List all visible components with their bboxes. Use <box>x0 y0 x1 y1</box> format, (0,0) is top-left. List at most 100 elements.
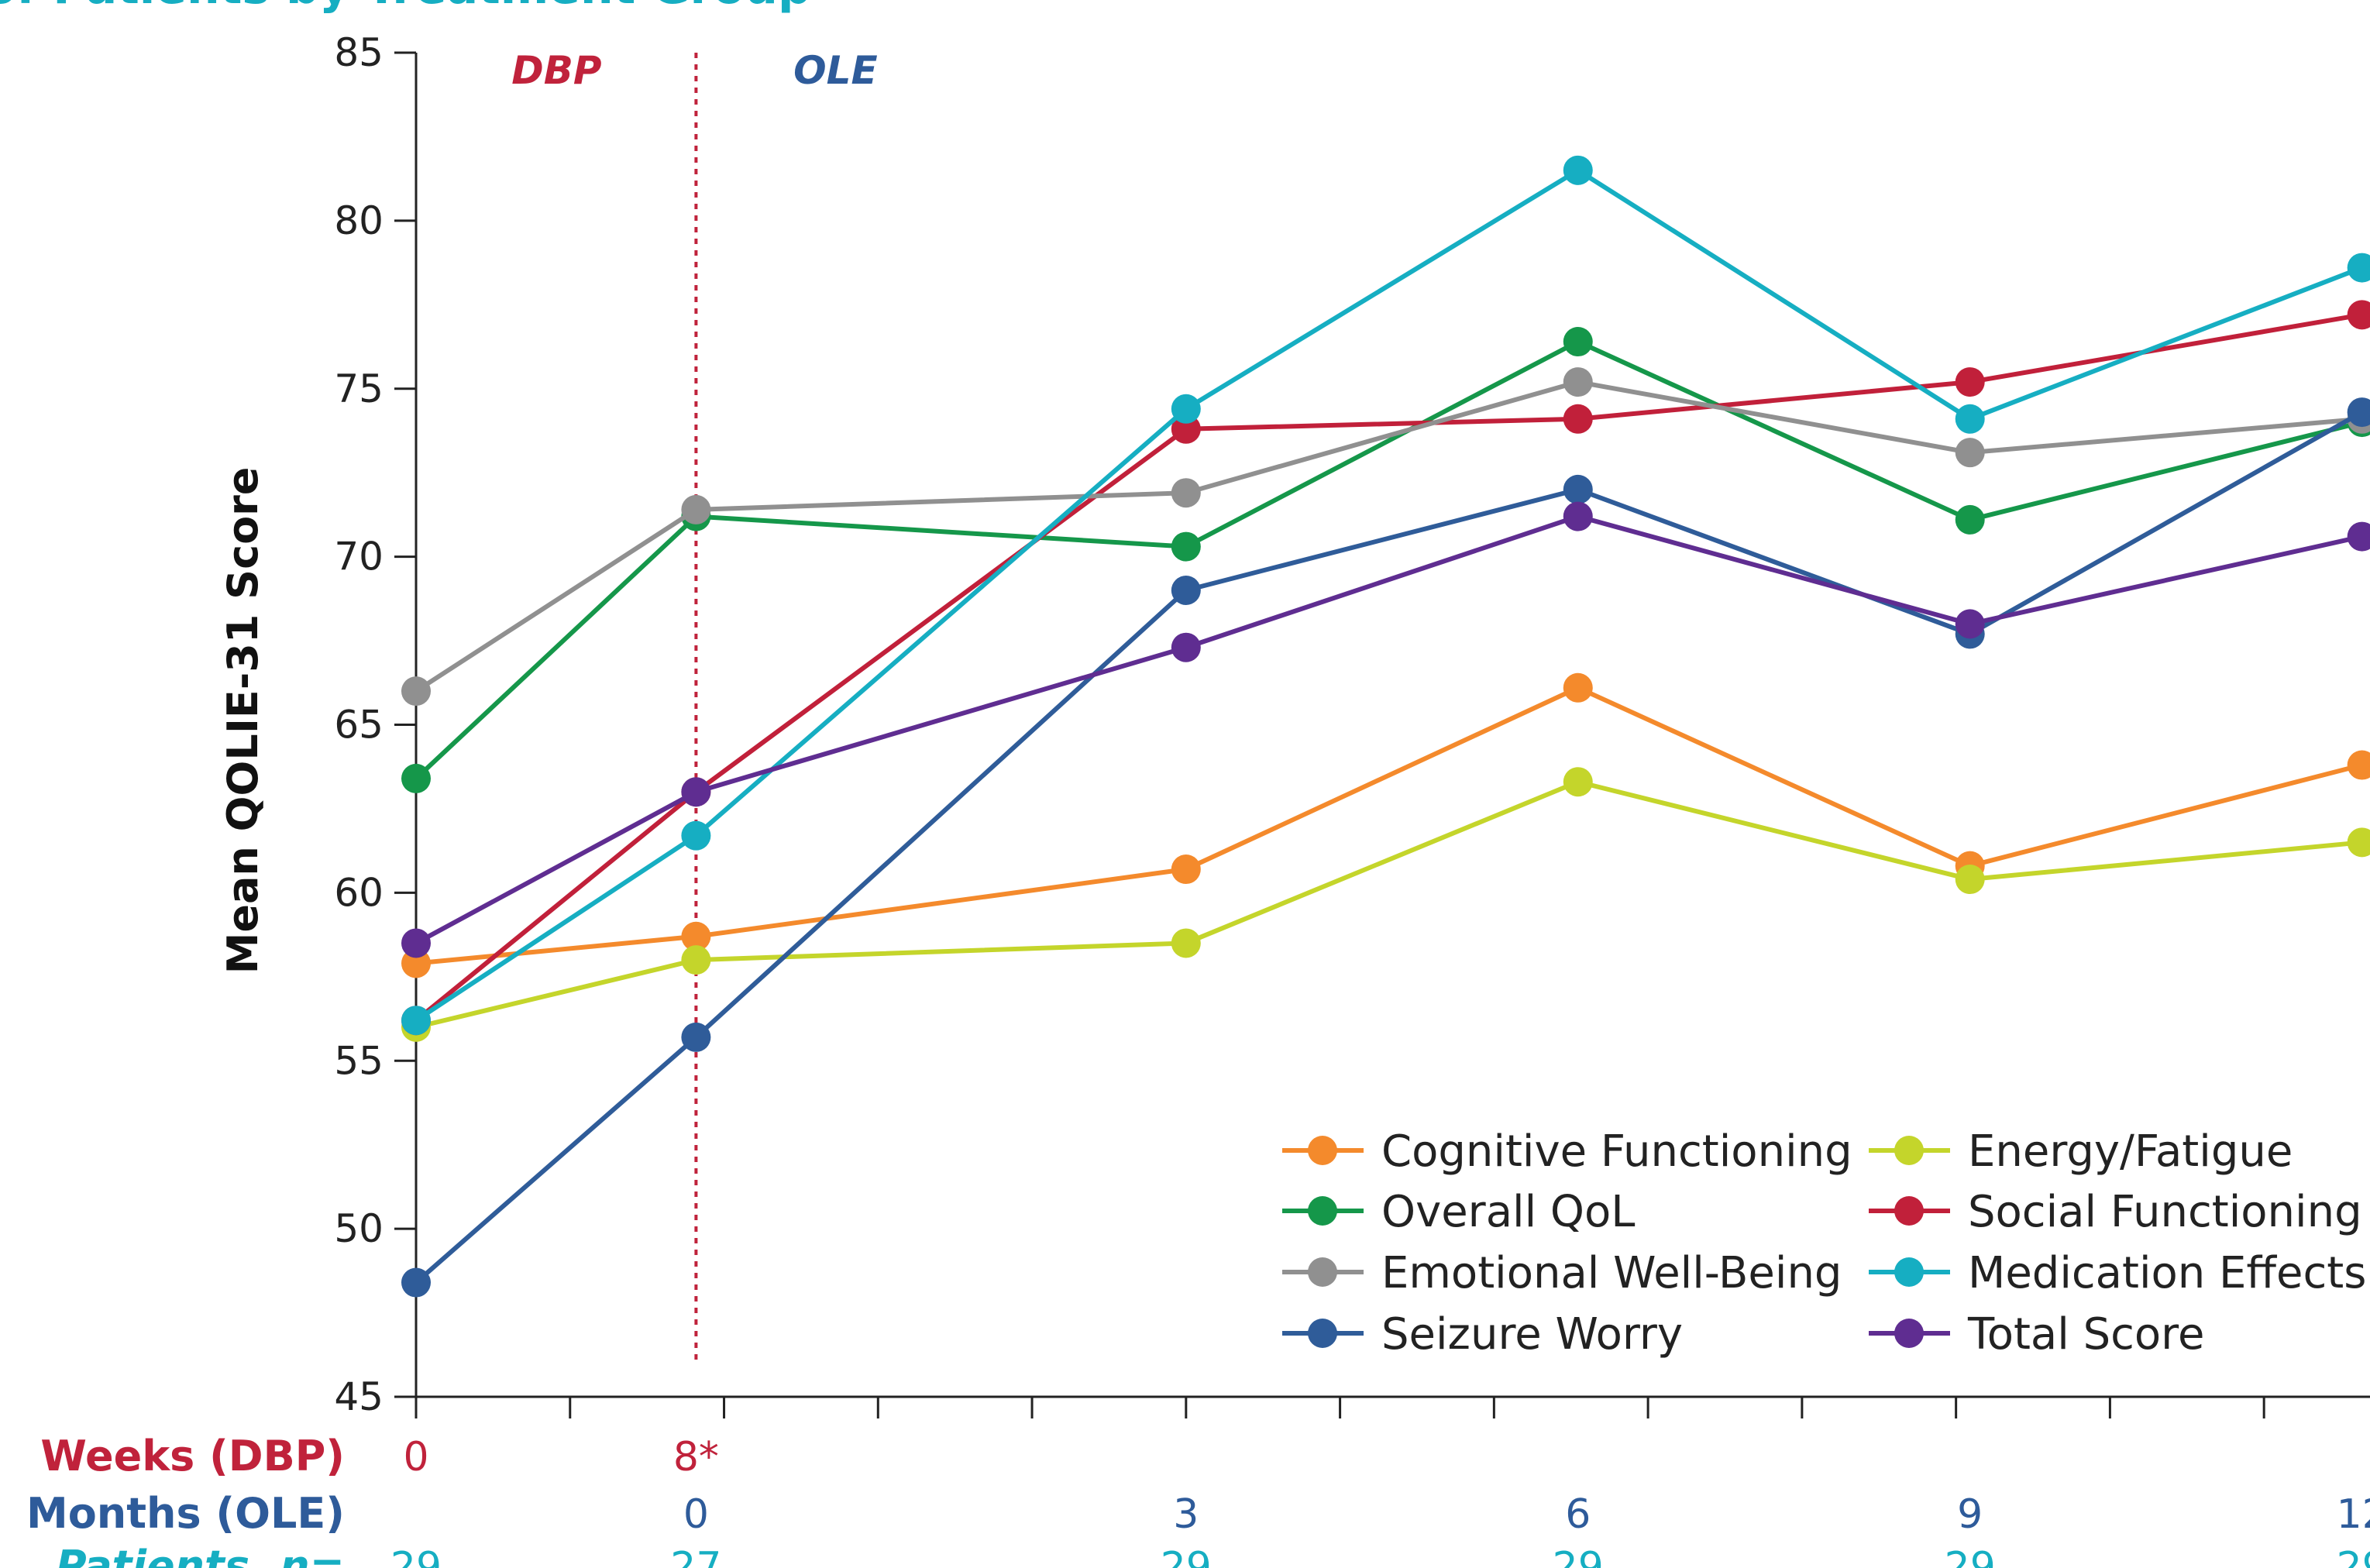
legend-item: Total Score <box>1869 1309 2204 1360</box>
y-tick-label: 60 <box>334 870 384 915</box>
x-row-tick-patients: 29 <box>1553 1544 1604 1568</box>
series-line-social-functioning <box>414 312 2363 1023</box>
data-point-emotional-well-being <box>401 676 431 707</box>
data-point-overall-qol <box>1563 327 1593 357</box>
legend-item: Overall QoL <box>1282 1187 1635 1237</box>
legend-label: Cognitive Functioning <box>1381 1126 1852 1177</box>
series-medication-effects <box>401 155 2370 1036</box>
legend: Cognitive Functioning Energy/Fatigue Overa… <box>1282 1126 2366 1360</box>
series-seizure-worry <box>401 397 2370 1298</box>
x-row-tick-patients: 27 <box>670 1544 721 1568</box>
data-point-medication-effects <box>1563 155 1593 185</box>
x-row-label-patients: Patients, n= <box>56 1542 345 1568</box>
data-point-seizure-worry <box>1171 576 1201 605</box>
data-point-cognitive-functioning <box>401 948 431 978</box>
x-row-tick-patients: 29 <box>1945 1544 1996 1568</box>
data-point-total-score <box>2347 521 2370 552</box>
legend-swatch-marker <box>1308 1136 1337 1165</box>
y-tick-label: 65 <box>334 703 384 748</box>
series-line-medication-effects <box>414 167 2363 1023</box>
data-point-social-functioning <box>2347 300 2370 330</box>
data-point-total-score <box>681 777 711 807</box>
legend-swatch-marker <box>1894 1136 1924 1165</box>
y-tick-label: 45 <box>334 1374 384 1419</box>
x-row-tick-patients: 29 <box>390 1544 442 1568</box>
x-row-tick-months: 0 <box>683 1491 709 1538</box>
series-line-seizure-worry <box>414 410 2364 1284</box>
axes-layer: 45 50 55 60 65 70 75 80 85 <box>334 30 2370 1419</box>
phase-divider-layer: DBP OLE <box>511 48 878 1365</box>
series-line-overall-qol <box>414 339 2363 781</box>
data-point-overall-qol <box>1955 504 1985 535</box>
data-point-cognitive-functioning <box>681 921 711 951</box>
legend-label: Overall QoL <box>1381 1187 1635 1237</box>
data-point-energy-fatigue <box>1171 928 1201 958</box>
legend-swatch-marker <box>1308 1319 1337 1348</box>
chart-heading-fragment: of Patients by Treatment Group <box>0 0 811 15</box>
data-point-total-score <box>401 928 431 958</box>
legend-item: Energy/Fatigue <box>1869 1126 2293 1177</box>
data-point-seizure-worry <box>2347 397 2370 428</box>
data-point-medication-effects <box>681 820 711 851</box>
series-emotional-well-being <box>401 367 2370 707</box>
data-point-medication-effects <box>1955 404 1985 434</box>
x-row-tick-months: 9 <box>1957 1491 1983 1538</box>
data-point-social-functioning <box>1171 414 1201 444</box>
legend-label: Medication Effects <box>1968 1248 2366 1298</box>
data-point-social-functioning <box>1955 367 1985 397</box>
phase-label-dbp: DBP <box>511 48 601 93</box>
series-overall-qol <box>401 327 2370 793</box>
legend-label: Total Score <box>1967 1309 2204 1360</box>
legend-swatch-marker <box>1894 1319 1924 1348</box>
phase-label-ole: OLE <box>793 48 878 93</box>
data-point-cognitive-functioning <box>2347 750 2370 780</box>
data-point-cognitive-functioning <box>1563 672 1593 703</box>
data-point-social-functioning <box>1563 404 1593 434</box>
data-point-medication-effects <box>2347 253 2370 283</box>
series-line-emotional-well-being <box>414 380 2362 693</box>
x-row-tick-weeks: 0 <box>403 1434 428 1480</box>
y-tick-label: 55 <box>334 1038 384 1083</box>
data-point-emotional-well-being <box>1563 367 1593 397</box>
y-axis-label: Mean QOLIE-31 Score <box>218 467 267 975</box>
data-point-overall-qol <box>1171 531 1201 562</box>
data-point-total-score <box>1955 609 1985 639</box>
legend-item: Emotional Well-Being <box>1282 1248 1842 1298</box>
data-point-seizure-worry <box>401 1267 431 1298</box>
x-row-tick-patients: 29 <box>1161 1544 1212 1568</box>
legend-item: Seizure Worry <box>1282 1309 1683 1360</box>
y-tick-label: 50 <box>334 1206 384 1251</box>
y-tick-label: 80 <box>334 198 384 243</box>
legend-item: Social Functioning <box>1869 1187 2362 1237</box>
data-point-emotional-well-being <box>1171 478 1201 508</box>
data-point-cognitive-functioning <box>1171 854 1201 885</box>
series-total-score <box>401 501 2370 958</box>
series-line-energy-fatigue <box>415 779 2362 1030</box>
series-layer <box>401 155 2370 1298</box>
data-point-energy-fatigue <box>681 945 711 975</box>
x-row-tick-patients: 29 <box>2337 1544 2370 1568</box>
legend-item: Medication Effects <box>1869 1248 2366 1298</box>
series-line-total-score <box>414 514 2363 946</box>
data-point-emotional-well-being <box>1955 438 1985 468</box>
x-row-tick-months: 6 <box>1565 1491 1591 1538</box>
x-row-label-months: Months (OLE) <box>26 1489 345 1538</box>
legend-swatch-marker <box>1308 1257 1337 1287</box>
legend-label: Social Functioning <box>1968 1187 2362 1237</box>
data-point-total-score <box>1563 501 1593 531</box>
legend-item: Cognitive Functioning <box>1282 1126 1852 1177</box>
x-row-label-weeks: Weeks (DBP) <box>40 1432 345 1480</box>
legend-swatch-marker <box>1894 1196 1924 1226</box>
x-row-tick-weeks: 8* <box>673 1434 719 1480</box>
x-row-tick-months: 3 <box>1173 1491 1199 1538</box>
y-tick-label: 75 <box>334 366 384 411</box>
data-point-seizure-worry <box>1563 474 1593 504</box>
legend-label: Emotional Well-Being <box>1381 1248 1842 1298</box>
x-axis-rows: Weeks (DBP) 0 8* Months (OLE) 0 3 6 9 12 Patients… <box>26 1432 2370 1568</box>
data-point-energy-fatigue <box>1955 865 1985 895</box>
y-tick-label: 85 <box>334 30 384 75</box>
legend-swatch-marker <box>1894 1257 1924 1287</box>
data-point-seizure-worry <box>681 1022 711 1052</box>
legend-swatch-marker <box>1308 1196 1337 1226</box>
